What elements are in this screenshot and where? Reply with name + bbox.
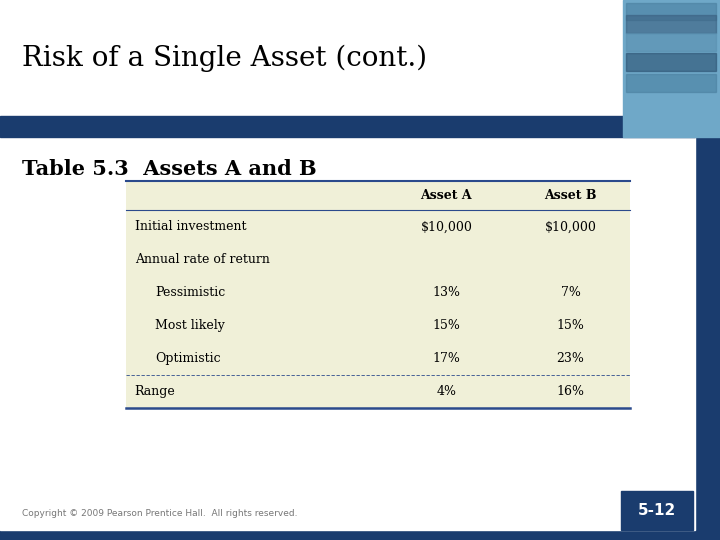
Text: Asset A: Asset A [420,189,472,202]
Text: 23%: 23% [557,352,585,365]
Text: Asset B: Asset B [544,189,597,202]
Text: 4%: 4% [436,385,456,398]
Bar [626,15,716,33]
Text: 17%: 17% [433,352,460,365]
Bar [626,3,716,21]
Bar [626,74,716,92]
Text: Annual rate of return: Annual rate of return [135,253,269,266]
Bar [623,0,720,137]
Text: Most likely: Most likely [155,319,225,332]
Bar [695,0,720,540]
Text: $10,000: $10,000 [420,220,472,233]
Text: $10,000: $10,000 [544,220,597,233]
Text: Pessimistic: Pessimistic [155,286,225,299]
Bar [126,181,630,408]
Bar [621,491,693,530]
Text: Copyright © 2009 Pearson Prentice Hall.  All rights reserved.: Copyright © 2009 Pearson Prentice Hall. … [22,509,297,517]
Bar [626,53,716,71]
Text: 13%: 13% [433,286,460,299]
Bar [0,0,623,116]
Text: Optimistic: Optimistic [155,352,220,365]
Bar [0,530,695,540]
Text: Initial investment: Initial investment [135,220,246,233]
Text: 5-12: 5-12 [637,503,676,518]
Text: Table 5.3  Assets A and B: Table 5.3 Assets A and B [22,159,316,179]
Bar [626,33,716,51]
Text: 7%: 7% [561,286,580,299]
Bar [0,116,695,137]
Text: 16%: 16% [557,385,585,398]
Text: Range: Range [135,385,176,398]
Text: 15%: 15% [433,319,460,332]
Text: Risk of a Single Asset (cont.): Risk of a Single Asset (cont.) [22,44,427,72]
Text: 15%: 15% [557,319,585,332]
